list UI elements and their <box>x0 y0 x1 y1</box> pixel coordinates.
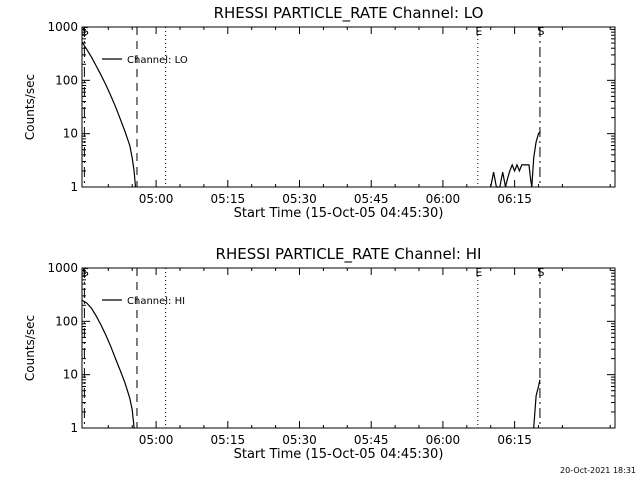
x-tick-label: 05:45 <box>354 433 389 447</box>
y-axis-label: Counts/sec <box>23 74 37 140</box>
legend-label: Channel: LO <box>127 55 188 66</box>
x-tick-label: 05:30 <box>282 192 317 206</box>
series-line <box>81 299 135 429</box>
legend-label: Channel: HI <box>127 296 185 307</box>
x-axis-label: Start Time (15-Oct-05 04:45:30) <box>234 447 444 462</box>
marker-label: S <box>82 266 89 279</box>
marker-label: S <box>537 25 544 38</box>
plot-frame <box>81 267 616 429</box>
plot-frame <box>81 26 616 188</box>
x-tick-label: 05:00 <box>139 433 174 447</box>
y-tick-label: 10 <box>63 127 78 141</box>
series-line <box>531 131 541 188</box>
x-tick-label: 06:00 <box>426 192 461 206</box>
x-tick-label: 05:45 <box>354 192 389 206</box>
chart-panel-1: RHESSI PARTICLE_RATE Channel: HI 05:00 05:… <box>23 245 616 462</box>
y-tick-label: 100 <box>55 314 78 328</box>
x-tick-label: 06:15 <box>497 433 532 447</box>
x-tick-label: 05:15 <box>211 192 246 206</box>
marker-label: S <box>537 266 544 279</box>
y-tick-label: 10 <box>63 368 78 382</box>
x-tick-label: 05:00 <box>139 192 174 206</box>
y-axis-label: Counts/sec <box>23 315 37 381</box>
series-line <box>533 379 541 429</box>
y-tick-label: 1000 <box>47 261 78 275</box>
marker-label: S <box>82 25 89 38</box>
chart-title: RHESSI PARTICLE_RATE Channel: LO <box>214 4 484 23</box>
chart-title: RHESSI PARTICLE_RATE Channel: HI <box>216 245 482 264</box>
x-tick-label: 05:15 <box>211 433 246 447</box>
series-line <box>490 163 533 188</box>
y-tick-label: 100 <box>55 73 78 87</box>
marker-label: E <box>475 25 482 38</box>
x-tick-label: 05:30 <box>282 433 317 447</box>
x-axis-label: Start Time (15-Oct-05 04:45:30) <box>234 206 444 221</box>
marker-label: E <box>475 266 482 279</box>
series-line <box>81 41 137 188</box>
y-tick-label: 1 <box>70 421 78 435</box>
x-tick-label: 06:15 <box>497 192 532 206</box>
chart-panel-0: RHESSI PARTICLE_RATE Channel: LO 05:00 05:… <box>23 4 616 221</box>
footer-timestamp: 20-Oct-2021 18:31 <box>560 466 636 475</box>
x-tick-label: 06:00 <box>426 433 461 447</box>
y-tick-label: 1000 <box>47 20 78 34</box>
y-tick-label: 1 <box>70 180 78 194</box>
